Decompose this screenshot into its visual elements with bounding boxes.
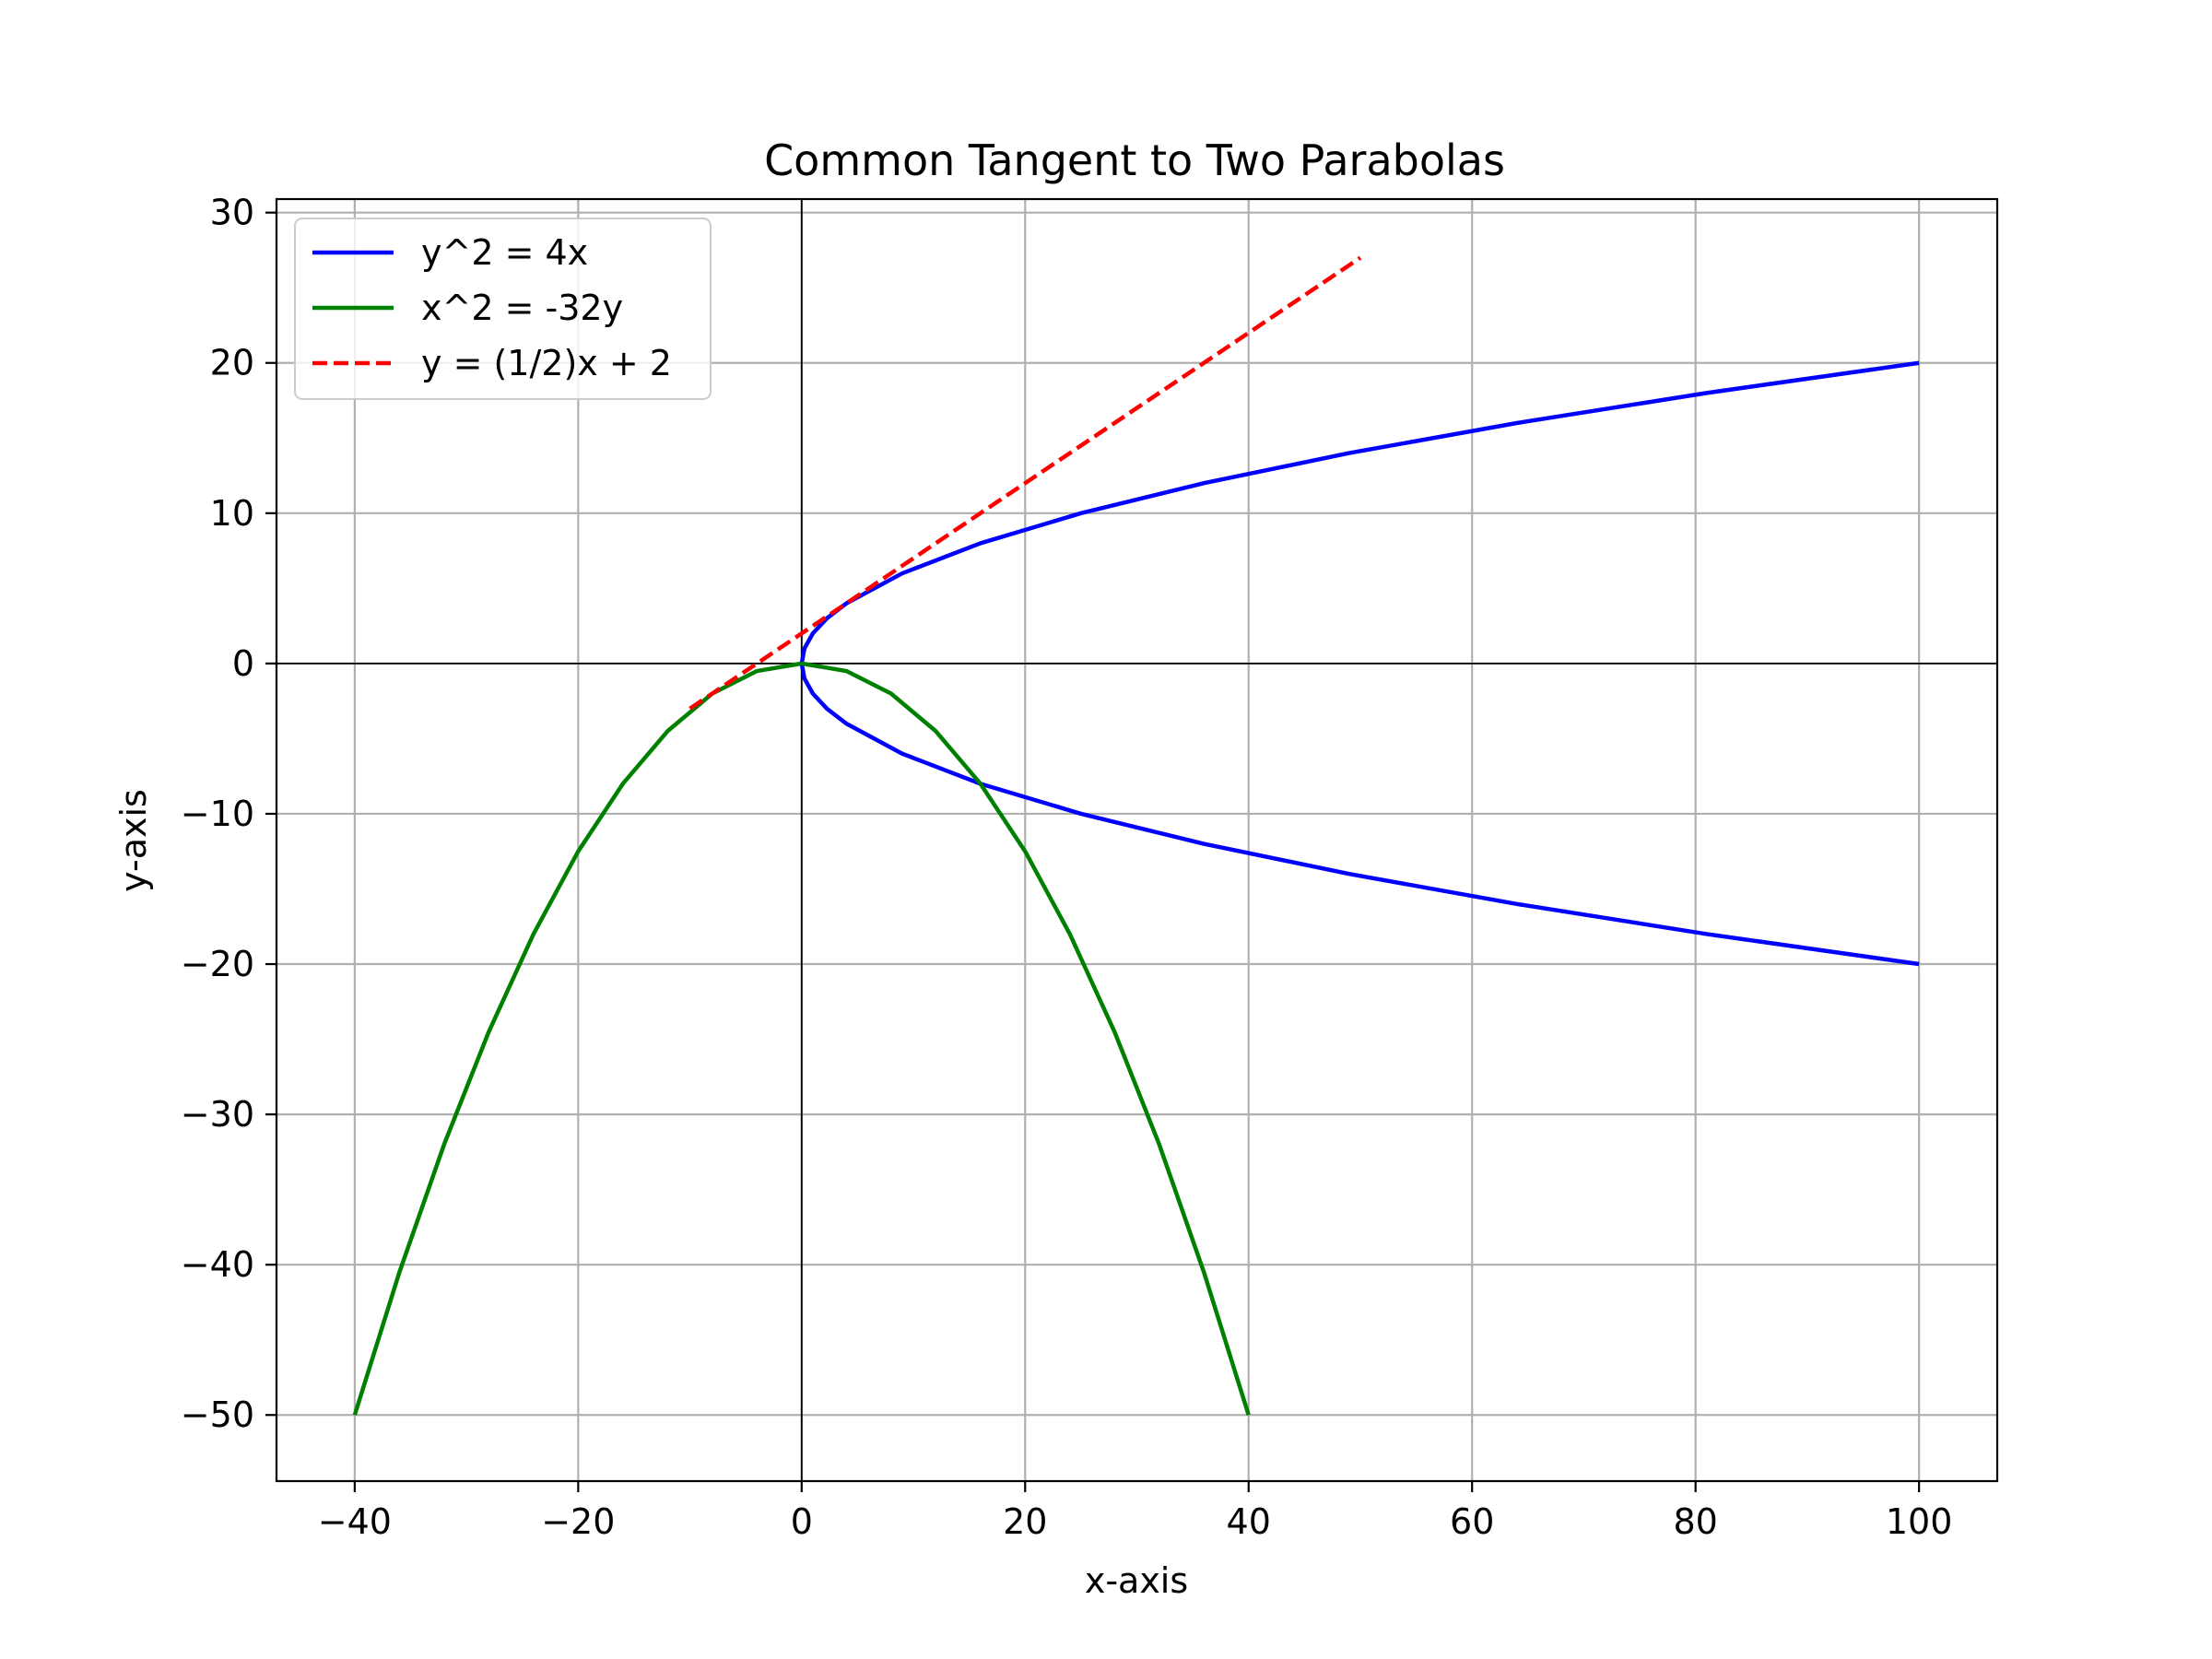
legend: y^2 = 4x x^2 = -32y y = (1/2)x + 2	[294, 218, 712, 400]
x-tick-label: 0	[791, 1501, 813, 1542]
x-tick-label: 20	[1003, 1501, 1047, 1542]
series-line-2	[352, 661, 1251, 1416]
y-tick-label: 20	[210, 343, 254, 383]
zero-lines	[276, 199, 1997, 1481]
x-tick-label: −20	[541, 1501, 615, 1542]
x-tick-label: −40	[318, 1501, 392, 1542]
y-tick-label: −30	[181, 1094, 254, 1135]
x-ticks: −40 −20 0 20 40 60 80 100	[318, 1481, 1953, 1542]
legend-label-3: y = (1/2)x + 2	[421, 343, 672, 383]
legend-label-1: y^2 = 4x	[421, 232, 588, 273]
legend-label-2: x^2 = -32y	[421, 288, 623, 328]
x-axis-label: x-axis	[1085, 1560, 1188, 1601]
x-tick-label: 80	[1673, 1501, 1717, 1542]
x-tick-label: 60	[1450, 1501, 1494, 1542]
y-tick-label: −10	[181, 794, 254, 834]
x-tick-label: 100	[1886, 1501, 1953, 1542]
legend-frame	[294, 218, 712, 400]
y-tick-label: 30	[210, 193, 254, 233]
y-tick-label: −50	[181, 1394, 254, 1435]
plot-frame	[275, 197, 1999, 1483]
y-ticks: −50 −40 −30 −20 −10 0 10 20 30	[181, 193, 276, 1435]
y-tick-label: −40	[181, 1244, 254, 1285]
x-tick-label: 40	[1227, 1501, 1271, 1542]
chart-title: Common Tangent to Two Parabolas	[764, 135, 1505, 185]
y-axis-label: y-axis	[113, 789, 154, 892]
y-tick-label: 10	[210, 493, 254, 534]
y-tick-label: 0	[232, 643, 254, 684]
y-tick-label: −20	[181, 944, 254, 984]
series-lines	[352, 255, 1920, 1416]
series-line-3	[688, 255, 1362, 711]
